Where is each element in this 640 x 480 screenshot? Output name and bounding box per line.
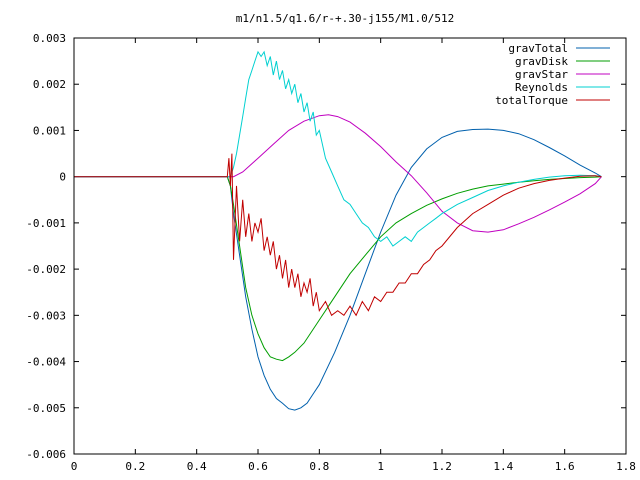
x-tick-label: 1.2 bbox=[432, 460, 452, 473]
x-tick-label: 1.8 bbox=[616, 460, 636, 473]
x-tick-label: 1.6 bbox=[555, 460, 575, 473]
series-line-totalTorque bbox=[74, 153, 602, 317]
x-tick-label: 1.4 bbox=[493, 460, 513, 473]
x-tick-label: 0 bbox=[71, 460, 78, 473]
series-layer bbox=[74, 50, 602, 411]
tick-group: 0 0.2 0.4 0.6 0.8 1 1.2 1.4 1.6 1.8 0.003 0.002 0.00… bbox=[26, 32, 636, 473]
legend-label: gravDisk bbox=[515, 55, 568, 68]
x-tick-label: 0.6 bbox=[248, 460, 268, 473]
legend: gravTotalgravDiskgravStarReynoldstotalTo… bbox=[495, 42, 610, 107]
series-line-gravTotal bbox=[74, 128, 602, 411]
y-tick-label: 0.002 bbox=[33, 78, 66, 91]
y-tick-label: -0.006 bbox=[26, 448, 66, 461]
y-tick-label: 0 bbox=[59, 171, 66, 184]
series-line-gravDisk bbox=[74, 176, 602, 362]
y-tick-label: -0.001 bbox=[26, 217, 66, 230]
x-tick-label: 0.8 bbox=[309, 460, 329, 473]
x-tick-label: 0.4 bbox=[187, 460, 207, 473]
x-tick-label: 0.2 bbox=[125, 460, 145, 473]
y-tick-label: -0.005 bbox=[26, 402, 66, 415]
legend-label: gravStar bbox=[515, 68, 568, 81]
chart-title: m1/n1.5/q1.6/r-+.30-j155/M1.0/512 bbox=[236, 12, 455, 25]
legend-label: totalTorque bbox=[495, 94, 568, 107]
y-tick-label: 0.001 bbox=[33, 124, 66, 137]
x-tick-label: 1 bbox=[377, 460, 384, 473]
legend-label: Reynolds bbox=[515, 81, 568, 94]
plot-frame bbox=[73, 37, 627, 455]
y-tick-label: -0.004 bbox=[26, 356, 66, 369]
y-tick-label: -0.003 bbox=[26, 309, 66, 322]
series-line-Reynolds bbox=[74, 50, 602, 247]
y-tick-label: -0.002 bbox=[26, 263, 66, 276]
legend-label: gravTotal bbox=[508, 42, 568, 55]
y-tick-label: 0.003 bbox=[33, 32, 66, 45]
series-line-gravStar bbox=[74, 114, 602, 233]
